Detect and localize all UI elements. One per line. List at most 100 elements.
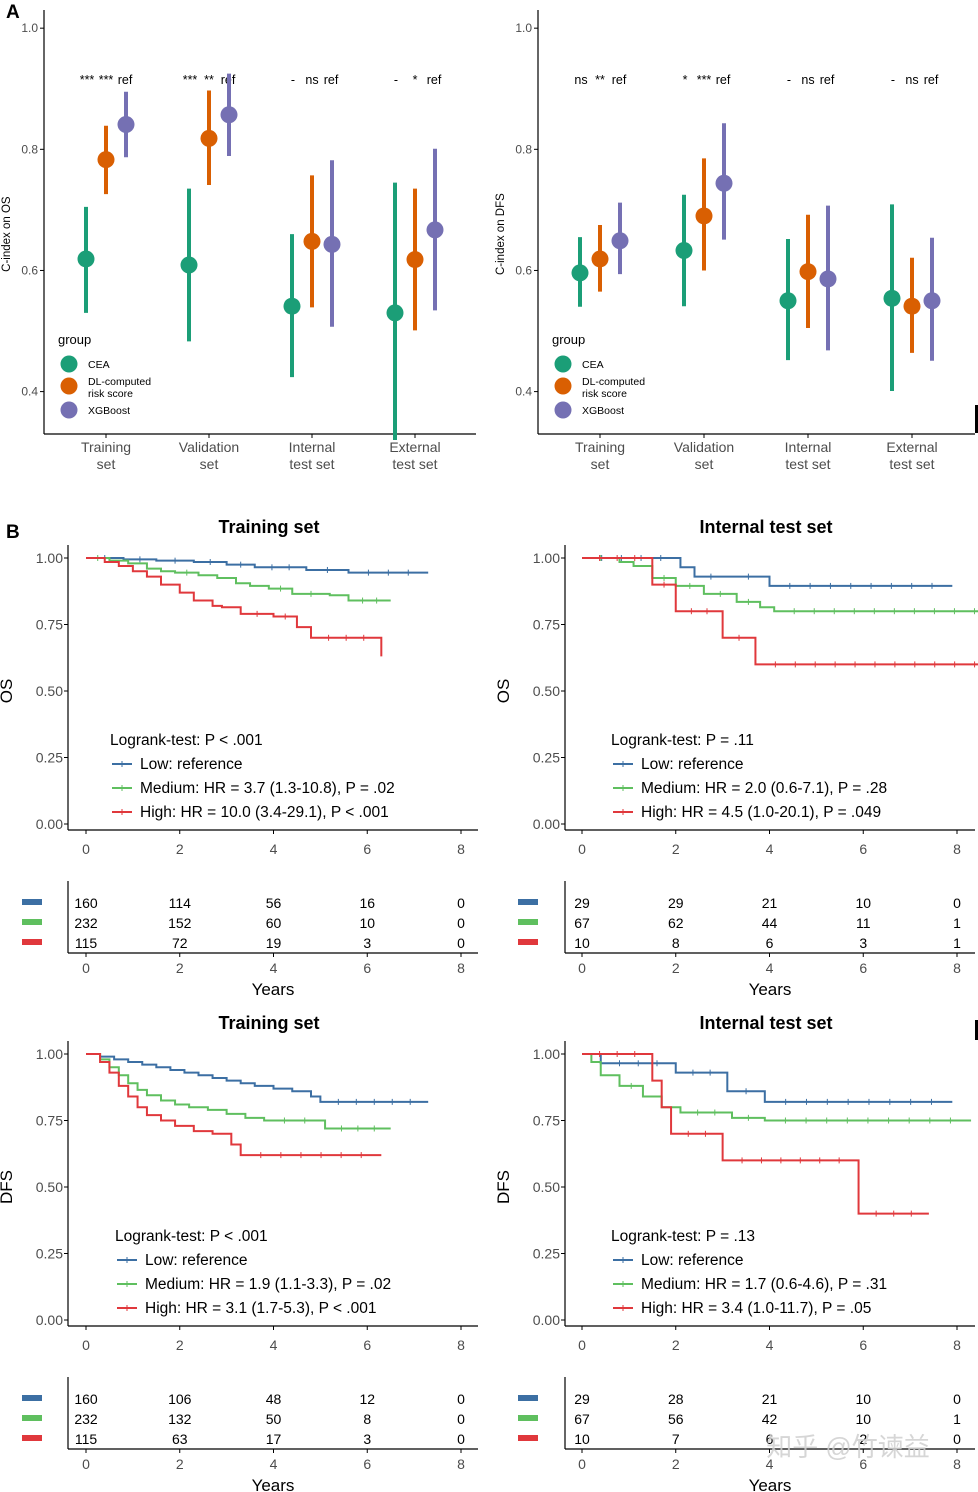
- significance-label: ref: [324, 73, 339, 87]
- legend-label-low: Low: reference: [140, 756, 243, 773]
- y-axis-title: OS: [494, 679, 513, 704]
- ci-point-xgb: [923, 292, 941, 310]
- risk-strip-high: [518, 1435, 538, 1441]
- legend-label-high: High: HR = 3.1 (1.7-5.3), P < .001: [145, 1300, 376, 1317]
- y-tick-label: 0.75: [533, 617, 560, 633]
- ci-point-dl: [591, 250, 609, 268]
- risk-count-low: 29: [574, 1391, 590, 1407]
- legend-label-medium: Medium: HR = 1.7 (0.6-4.6), P = .31: [641, 1276, 887, 1293]
- risk-count-low: 28: [668, 1391, 684, 1407]
- risk-x-tick-label: 4: [270, 1456, 278, 1472]
- risk-count-medium: 132: [168, 1411, 192, 1427]
- km-curve-medium: [86, 1053, 391, 1130]
- y-tick-label: 0.6: [21, 263, 38, 277]
- x-category-label: test set: [785, 456, 830, 472]
- y-tick-label: 0.4: [21, 385, 38, 399]
- legend-label-cea: CEA: [88, 359, 110, 371]
- legend-label-dl: DL-computed: [582, 376, 645, 388]
- risk-count-high: 0: [457, 1431, 465, 1447]
- ci-point-cea: [283, 297, 301, 315]
- y-tick-label: 0.75: [533, 1113, 560, 1129]
- significance-label: ***: [183, 73, 198, 87]
- risk-count-medium: 152: [168, 915, 192, 931]
- ci-point-cea: [180, 256, 198, 274]
- risk-count-low: 12: [359, 1391, 375, 1407]
- ci-point-dl: [799, 263, 817, 281]
- x-tick-label: 4: [766, 1337, 774, 1353]
- x-tick-label: 6: [859, 1337, 867, 1353]
- edge-mark: [975, 405, 978, 433]
- y-tick-label: 0.00: [533, 816, 560, 832]
- risk-x-tick-label: 8: [953, 1456, 961, 1472]
- ci-point-dl: [406, 251, 424, 269]
- km-panel-4: Internal test set 0.00 0.25 0.50 0.75 1.00 0 2 4…: [494, 1013, 975, 1492]
- risk-count-medium: 10: [855, 1411, 871, 1427]
- legend-key-cea: [554, 355, 572, 373]
- risk-count-high: 10: [574, 1431, 590, 1447]
- significance-label: ref: [427, 73, 442, 87]
- legend-title: group: [58, 332, 91, 347]
- ci-point-xgb: [323, 235, 341, 253]
- x-category-label: set: [97, 456, 116, 472]
- legend-label-dl: risk score: [88, 388, 133, 400]
- risk-count-medium: 1: [953, 915, 961, 931]
- risk-x-tick-label: 0: [82, 960, 90, 976]
- legend-key-xgb: [60, 401, 78, 419]
- x-category-label: set: [591, 456, 610, 472]
- risk-count-low: 10: [855, 1391, 871, 1407]
- legend-title: group: [552, 332, 585, 347]
- y-tick-label: 0.75: [36, 617, 63, 633]
- risk-count-high: 1: [953, 935, 961, 951]
- risk-count-low: 21: [762, 895, 778, 911]
- ci-point-xgb: [117, 115, 135, 133]
- significance-label: ref: [924, 73, 939, 87]
- ci-point-xgb: [819, 270, 837, 288]
- y-axis-title: C-index on DFS: [495, 193, 507, 275]
- x-tick-label: 8: [457, 1337, 465, 1353]
- risk-count-high: 3: [363, 1431, 371, 1447]
- risk-count-medium: 44: [762, 915, 778, 931]
- y-tick-label: 0.50: [533, 683, 560, 699]
- risk-strip-high: [518, 939, 538, 945]
- significance-label: -: [891, 73, 895, 87]
- x-tick-label: 0: [82, 841, 90, 857]
- risk-x-tick-label: 0: [578, 960, 586, 976]
- y-tick-label: 0.50: [36, 683, 63, 699]
- km-curve-high: [86, 557, 383, 657]
- x-category-label: Training: [81, 439, 131, 455]
- risk-count-low: 0: [457, 895, 465, 911]
- risk-x-tick-label: 6: [363, 960, 371, 976]
- risk-count-medium: 42: [762, 1411, 778, 1427]
- km-curve-low: [86, 1053, 429, 1103]
- y-tick-label: 1.0: [21, 21, 38, 35]
- y-axis-title: DFS: [0, 1170, 16, 1204]
- y-axis-title: DFS: [494, 1170, 513, 1204]
- risk-x-tick-label: 2: [176, 1456, 184, 1472]
- ci-point-dl: [200, 129, 218, 147]
- x-category-label: Internal: [785, 439, 832, 455]
- risk-count-medium: 0: [457, 1411, 465, 1427]
- x-tick-label: 8: [457, 841, 465, 857]
- x-tick-label: 2: [176, 1337, 184, 1353]
- legend-label-low: Low: reference: [641, 756, 744, 773]
- legend-label-medium: Medium: HR = 2.0 (0.6-7.1), P = .28: [641, 780, 887, 797]
- risk-count-high: 3: [363, 935, 371, 951]
- risk-count-medium: 67: [574, 1411, 590, 1427]
- legend-label-low: Low: reference: [145, 1252, 248, 1269]
- y-tick-label: 0.25: [533, 1246, 560, 1262]
- legend-label-high: High: HR = 3.4 (1.0-11.7), P = .05: [641, 1300, 871, 1317]
- risk-x-tick-label: 6: [859, 1456, 867, 1472]
- significance-label: ref: [820, 73, 835, 87]
- ci-point-xgb: [715, 174, 733, 192]
- risk-count-medium: 0: [457, 915, 465, 931]
- risk-count-low: 0: [457, 1391, 465, 1407]
- risk-x-tick-label: 8: [953, 960, 961, 976]
- km-title: Internal test set: [699, 517, 832, 537]
- significance-label: -: [291, 73, 295, 87]
- km-title: Training set: [218, 517, 319, 537]
- risk-x-tick-label: 4: [766, 1456, 774, 1472]
- ci-point-cea: [77, 250, 95, 268]
- risk-count-medium: 8: [363, 1411, 371, 1427]
- x-category-label: set: [200, 456, 219, 472]
- significance-label: -: [787, 73, 791, 87]
